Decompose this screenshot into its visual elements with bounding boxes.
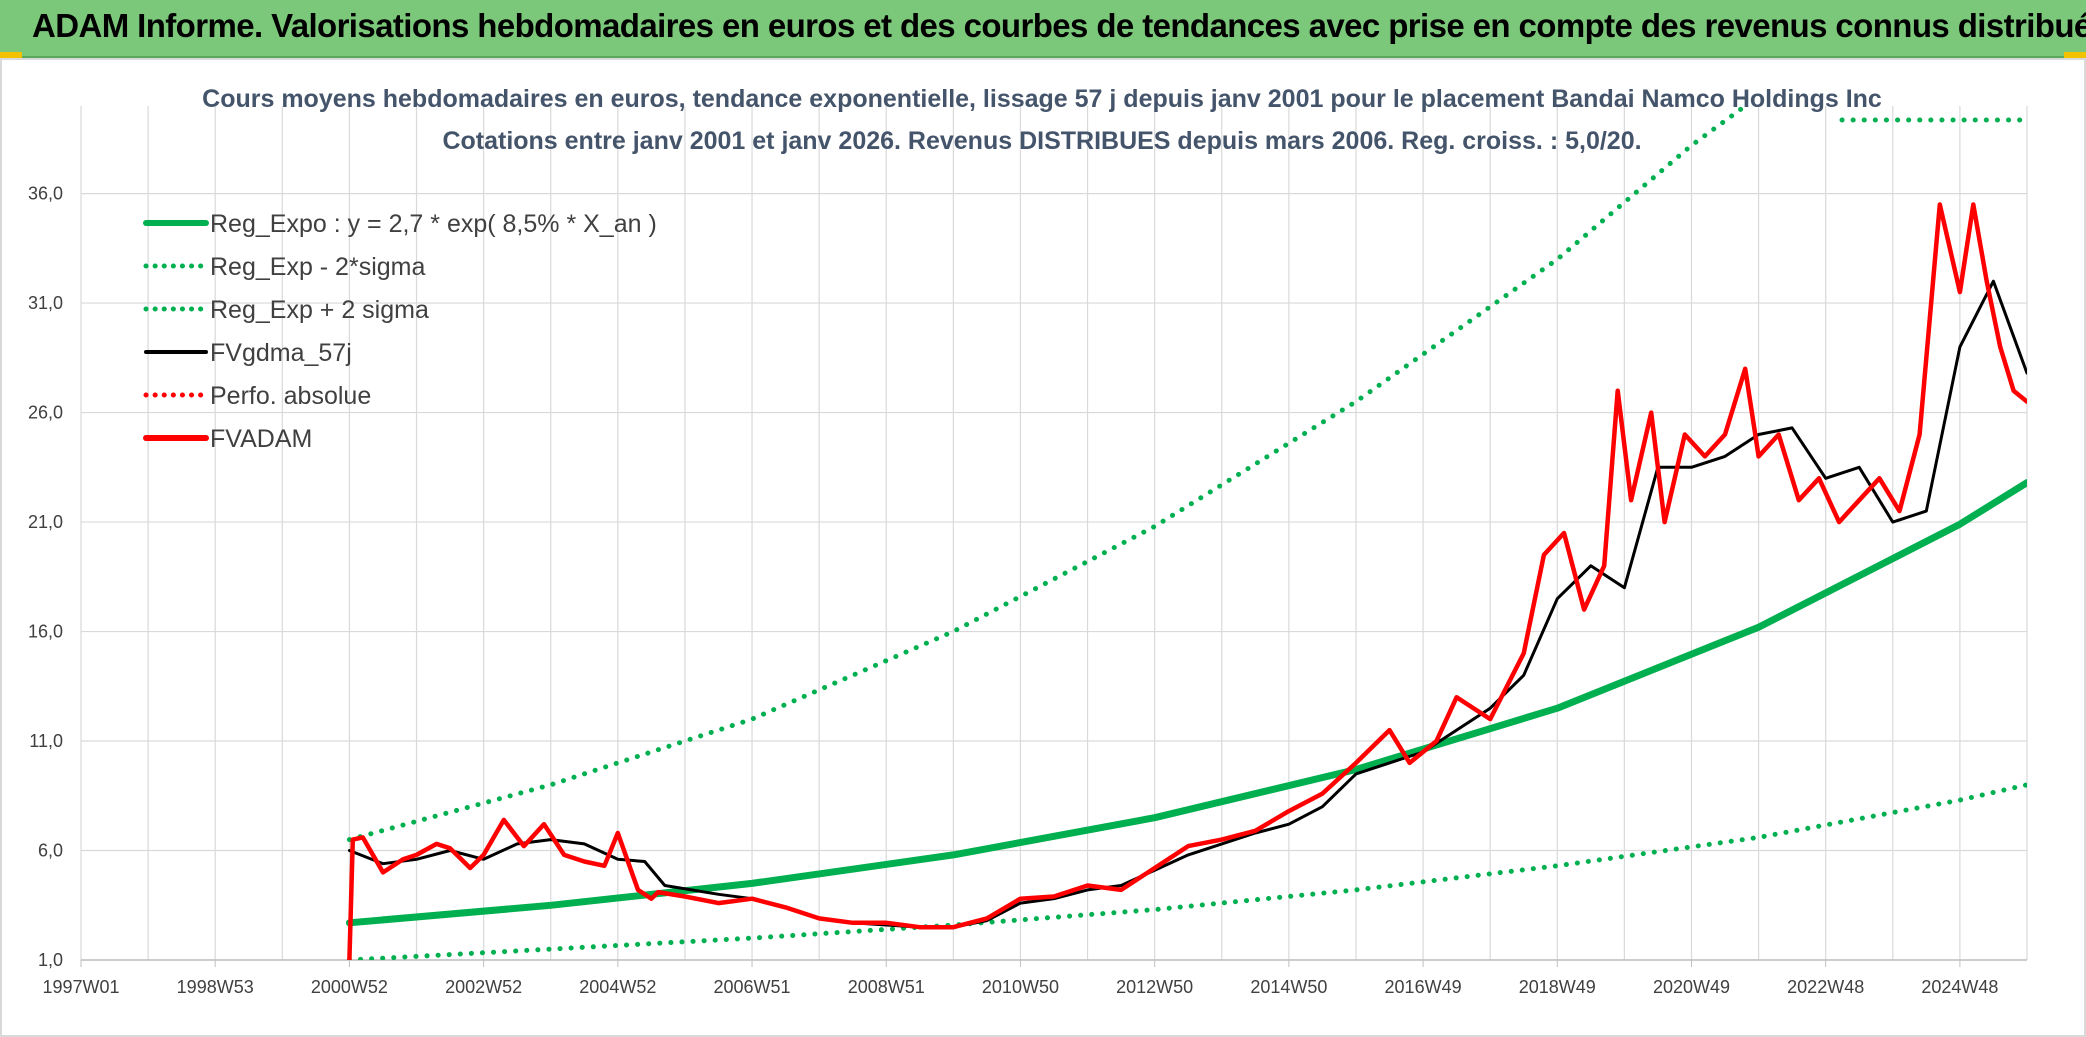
- y-tick-label: 1,0: [38, 950, 63, 970]
- x-tick-label: 2016W49: [1385, 977, 1462, 997]
- x-tick-label: 2018W49: [1519, 977, 1596, 997]
- legend-label: FVADAM: [210, 425, 312, 453]
- y-tick-label: 11,0: [29, 731, 63, 751]
- title-bar: ADAM Informe. Valorisations hebdomadaire…: [0, 0, 2086, 58]
- legend: Reg_Expo : y = 2,7 * exp( 8,5% * X_an ) R…: [143, 210, 657, 453]
- chart-subtitle: Cotations entre janv 2001 et janv 2026. …: [442, 127, 1641, 155]
- x-tick-label: 2010W50: [982, 977, 1059, 997]
- corner-marker-right: [2064, 52, 2086, 60]
- series-fvgdma-57j: [347, 279, 2027, 929]
- x-tick-label: 1998W53: [177, 977, 254, 997]
- y-tick-label: 16,0: [28, 622, 63, 642]
- x-tick-label: 2022W48: [1787, 977, 1864, 997]
- legend-label: Reg_Expo : y = 2,7 * exp( 8,5% * X_an ): [210, 210, 657, 238]
- report-title: ADAM Informe. Valorisations hebdomadaire…: [32, 7, 2086, 44]
- series-reg-exp-2-sigma: [346, 782, 2027, 960]
- legend-label: FVgdma_57j: [210, 339, 352, 367]
- chart-frame: 1997W01 1998W53 2000W52 2002W52 2004W52 2006W…: [0, 58, 2086, 1037]
- y-tick-label: 31,0: [28, 293, 63, 313]
- legend-label: Reg_Exp + 2 sigma: [210, 296, 429, 324]
- x-tick-label: 2014W50: [1250, 977, 1327, 997]
- chart: 1997W01 1998W53 2000W52 2002W52 2004W52 2006W…: [28, 85, 2030, 997]
- x-tick-label: 2006W51: [714, 977, 791, 997]
- legend-label: Perfo. absolue: [210, 382, 371, 410]
- x-tick-label: 2024W48: [1921, 977, 1998, 997]
- y-tick-label: 36,0: [28, 184, 63, 204]
- x-tick-label: 2002W52: [445, 977, 522, 997]
- x-tick-label: 1997W01: [42, 977, 119, 997]
- y-tick-label: 6,0: [38, 841, 63, 861]
- series-layer: [345, 106, 2030, 960]
- axes: 1997W01 1998W53 2000W52 2002W52 2004W52 2006W…: [28, 184, 2027, 997]
- x-tick-label: 2020W49: [1653, 977, 1730, 997]
- x-tick-label: 2004W52: [579, 977, 656, 997]
- legend-label: Reg_Exp - 2*sigma: [210, 253, 425, 281]
- corner-marker-left: [0, 52, 22, 60]
- y-tick-label: 21,0: [28, 512, 63, 532]
- series-reg-exp-2-sigma: [346, 106, 1748, 843]
- series-fvadam: [347, 202, 2027, 960]
- x-tick-label: 2000W52: [311, 977, 388, 997]
- y-tick-label: 26,0: [28, 403, 63, 423]
- series-reg-expo: [345, 479, 2027, 927]
- x-tick-label: 2008W51: [848, 977, 925, 997]
- x-tick-label: 2012W50: [1116, 977, 1193, 997]
- chart-title: Cours moyens hebdomadaires en euros, ten…: [202, 85, 1882, 113]
